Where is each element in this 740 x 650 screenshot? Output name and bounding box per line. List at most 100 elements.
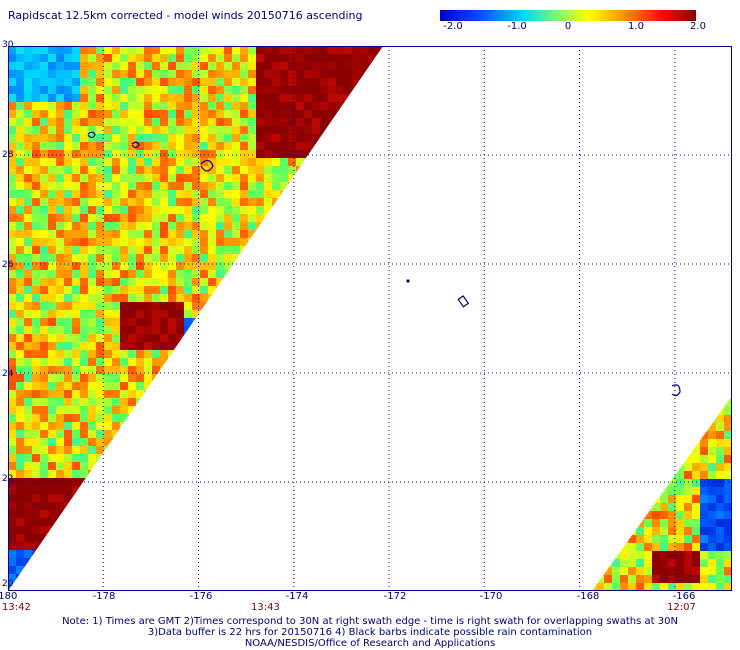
wind-cell (320, 454, 329, 463)
wind-cell (64, 438, 73, 447)
wind-cell (376, 398, 383, 407)
wind-cell (224, 422, 233, 431)
wind-cell (200, 318, 209, 327)
wind-cell (652, 423, 661, 432)
wind-cell (384, 534, 393, 543)
wind-cell (376, 222, 383, 231)
wind-cell (8, 150, 17, 159)
wind-cell (184, 182, 193, 191)
wind-cell (232, 574, 241, 583)
wind-cell (64, 390, 73, 399)
wind-cell (360, 222, 369, 231)
wind-cell (104, 358, 113, 367)
wind-cell (232, 126, 241, 135)
wind-cell (112, 374, 121, 383)
wind-cell (232, 118, 241, 127)
wind-cell (80, 182, 89, 191)
wind-cell (376, 494, 383, 503)
wind-cell (376, 390, 383, 399)
wind-cell (112, 550, 121, 559)
wind-cell (16, 78, 25, 87)
wind-cell (296, 374, 305, 383)
wind-cell (604, 511, 613, 520)
wind-cell (104, 414, 113, 423)
wind-cell (208, 350, 217, 359)
wind-cell (144, 398, 153, 407)
wind-cell (668, 503, 677, 512)
wind-cell (296, 46, 305, 55)
wind-cell (248, 134, 257, 143)
wind-cell (288, 318, 297, 327)
wind-cell (128, 294, 137, 303)
wind-cell (168, 582, 177, 591)
wind-cell (72, 430, 81, 439)
wind-cell (312, 486, 321, 495)
wind-cell (240, 326, 249, 335)
wind-cell (280, 182, 289, 191)
colorbar-tick: -1.0 (507, 21, 527, 32)
wind-cell (152, 158, 161, 167)
wind-cell (88, 334, 97, 343)
wind-cell (352, 582, 361, 591)
wind-cell (176, 438, 185, 447)
wind-cell (288, 70, 297, 79)
wind-cell (16, 550, 25, 559)
wind-cell (152, 494, 161, 503)
wind-cell (360, 382, 369, 391)
wind-cell (328, 206, 337, 215)
wind-cell (636, 455, 645, 464)
wind-cell (272, 102, 281, 111)
wind-cell (700, 396, 709, 400)
wind-cell (104, 158, 113, 167)
wind-cell (192, 550, 201, 559)
wind-cell (368, 390, 377, 399)
wind-cell (724, 583, 732, 591)
wind-cell (328, 542, 337, 551)
wind-cell (596, 495, 605, 504)
wind-cell (96, 262, 105, 271)
wind-cell (144, 158, 153, 167)
wind-cell (320, 414, 329, 423)
wind-cell (336, 134, 345, 143)
wind-cell (200, 182, 209, 191)
wind-cell (592, 559, 597, 568)
wind-cell (240, 110, 249, 119)
wind-cell (320, 374, 329, 383)
wind-cell (112, 350, 121, 359)
wind-cell (144, 46, 153, 55)
wind-cell (136, 334, 145, 343)
wind-cell (296, 166, 305, 175)
wind-cell (72, 158, 81, 167)
wind-cell (24, 70, 33, 79)
wind-cell (192, 342, 201, 351)
wind-cell (256, 278, 265, 287)
wind-cell (216, 406, 225, 415)
wind-cell (48, 430, 57, 439)
wind-cell (264, 206, 273, 215)
wind-cell (184, 158, 193, 167)
wind-cell (288, 262, 297, 271)
wind-cell (160, 582, 169, 591)
wind-cell (592, 503, 597, 512)
wind-cell (344, 406, 353, 415)
wind-cell (328, 574, 337, 583)
wind-cell (48, 422, 57, 431)
wind-cell (176, 550, 185, 559)
wind-cell (192, 238, 201, 247)
wind-cell (136, 550, 145, 559)
wind-cell (368, 494, 377, 503)
wind-cell (8, 446, 17, 455)
wind-cell (668, 479, 677, 488)
wind-cell (352, 166, 361, 175)
wind-cell (716, 399, 725, 408)
wind-cell (224, 382, 233, 391)
wind-cell (288, 510, 297, 519)
wind-cell (88, 422, 97, 431)
wind-cell (376, 134, 383, 143)
wind-cell (360, 502, 369, 511)
wind-cell (176, 254, 185, 263)
wind-cell (344, 182, 353, 191)
wind-cell (128, 302, 137, 311)
wind-cell (32, 550, 41, 559)
wind-cell (344, 350, 353, 359)
